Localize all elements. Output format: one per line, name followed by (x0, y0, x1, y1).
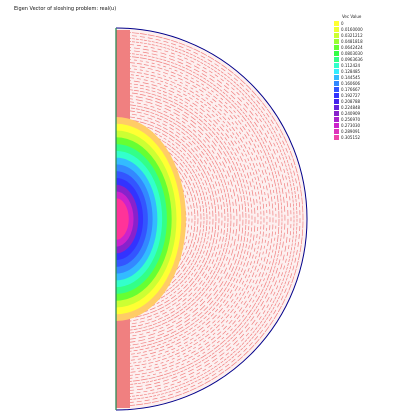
legend-label: 0.112424 (341, 63, 361, 68)
legend-swatch (334, 33, 339, 38)
legend-entry: 0.0963636 (334, 57, 414, 63)
field-stroke (115, 85, 250, 353)
field-stroke (115, 55, 280, 383)
legend-entry: 0.176667 (334, 87, 414, 93)
legend-label: 0.176667 (341, 87, 361, 92)
legend-entry: 0.289091 (334, 129, 414, 135)
field-stroke (115, 88, 247, 350)
legend-entry: 0.0481818 (334, 39, 414, 45)
field-stroke (115, 79, 256, 359)
legend-entry: 0.224848 (334, 105, 414, 111)
legend-entry: 0.0321212 (334, 33, 414, 39)
legend-label: 0.128485 (341, 69, 361, 74)
legend-label: 0.305152 (341, 135, 361, 140)
legend-swatch (334, 123, 339, 128)
legend-swatch (334, 81, 339, 86)
field-stroke (115, 91, 244, 347)
legend-entry: 0.0642424 (334, 45, 414, 51)
field-stroke (115, 94, 241, 344)
legend-label: 0.240909 (341, 111, 361, 116)
legend-swatch (334, 105, 339, 110)
legend-label: 0.0481818 (341, 39, 363, 44)
legend-entry: 0.208788 (334, 99, 414, 105)
legend-label: 0.144545 (341, 75, 361, 80)
legend-label: 0.224848 (341, 105, 361, 110)
legend-entry: 0.160606 (334, 81, 414, 87)
legend-entry: 0.0160000 (334, 27, 414, 33)
field-stroke (115, 31, 304, 407)
legend-label: 0.160606 (341, 81, 361, 86)
field-stroke (115, 118, 217, 320)
legend-swatch (334, 129, 339, 134)
legend-swatch (334, 57, 339, 62)
legend-label: 0.273030 (341, 123, 361, 128)
field-stroke (115, 109, 226, 329)
legend-title: Vec Value (342, 14, 362, 19)
field-stroke (115, 145, 190, 293)
legend-entry: 0.144545 (334, 75, 414, 81)
field-stroke (115, 112, 223, 326)
legend-label: 0.0321212 (341, 33, 363, 38)
field-stroke (115, 121, 214, 317)
legend-label: 0.192727 (341, 93, 361, 98)
plot-title: Eigen Vector of sloshing problem: real(u… (14, 6, 117, 12)
legend-entry: 0.112424 (334, 63, 414, 69)
legend-label: 0.0803030 (341, 51, 363, 56)
field-stroke (115, 49, 286, 389)
field-stroke (115, 106, 229, 332)
legend-label: 0.0642424 (341, 45, 363, 50)
field-stroke (115, 97, 238, 341)
contour-band (116, 198, 129, 240)
legend-swatch (334, 39, 339, 44)
legend-entry: 0.0803030 (334, 51, 414, 57)
legend-swatch (334, 63, 339, 68)
legend-swatch (334, 99, 339, 104)
legend-entry: 0 (334, 21, 414, 27)
legend-entry: 0.305152 (334, 135, 414, 141)
legend-swatch (334, 87, 339, 92)
legend-entry: 0.128485 (334, 69, 414, 75)
legend-swatch (334, 27, 339, 32)
field-stroke (115, 52, 283, 386)
field-stroke (115, 46, 289, 392)
field-stroke (115, 67, 268, 371)
field-stroke (115, 61, 274, 377)
legend-label: 0.256970 (341, 117, 361, 122)
legend-swatch (334, 75, 339, 80)
legend-entry: 0.240909 (334, 111, 414, 117)
legend-entry: 0.192727 (334, 93, 414, 99)
domain-boundary (115, 27, 308, 411)
field-stroke (115, 103, 232, 335)
contour-levels (116, 117, 186, 321)
legend-entry: 0.256970 (334, 117, 414, 123)
field-stroke (115, 70, 265, 368)
field-stroke (115, 73, 262, 365)
field-stroke (115, 82, 253, 356)
legend-swatch (334, 45, 339, 50)
field-stroke (115, 40, 295, 398)
legend-swatch (334, 117, 339, 122)
legend-entry: 0.273030 (334, 123, 414, 129)
legend-swatch (334, 51, 339, 56)
field-stroke (115, 34, 301, 404)
legend-label: 0.208788 (341, 99, 361, 104)
legend-swatch (334, 21, 339, 26)
field-stroke (115, 100, 235, 338)
legend-label: 0.0963636 (341, 57, 363, 62)
field-stroke (115, 124, 211, 314)
field-stroke (115, 76, 259, 362)
legend-swatch (334, 135, 339, 140)
legend-swatch (334, 69, 339, 74)
field-stroke (115, 37, 298, 401)
field-stroke (115, 115, 220, 323)
legend-label: 0 (341, 21, 344, 26)
field-stroke (115, 43, 292, 395)
legend-swatch (334, 93, 339, 98)
legend-label: 0.0160000 (341, 27, 363, 32)
legend-label: 0.289091 (341, 129, 361, 134)
field-stroke (115, 64, 271, 374)
legend-swatch (334, 111, 339, 116)
